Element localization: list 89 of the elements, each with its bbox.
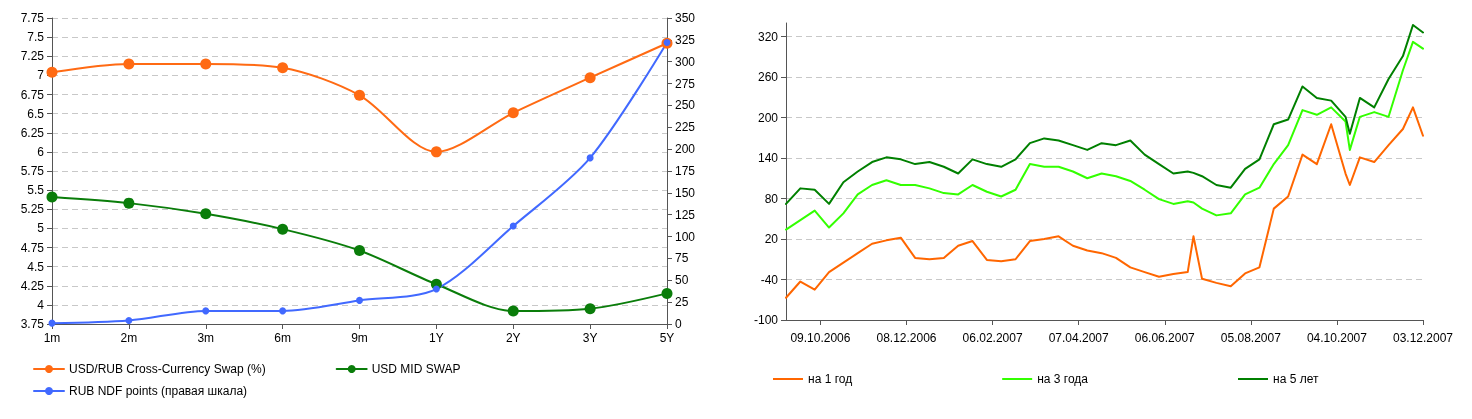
point [507,107,519,119]
y2-tick-label: 350 [675,11,696,25]
point [661,287,673,299]
y-tick-label: 3.75 [20,317,45,331]
y2-tick-label: 200 [675,142,696,157]
line-series [785,40,1424,231]
y-tick-label: 5.75 [20,164,45,178]
y-tick-label: 4.5 [27,259,45,274]
x-tick-label: 07.04.2007 [1048,331,1110,345]
x-tick-label: 06.06.2007 [1134,331,1196,345]
line-series [785,24,1424,205]
y-tick-label: 7.5 [27,30,45,45]
point [277,223,289,235]
y2-tick-label: 125 [675,207,696,222]
point [200,208,212,220]
point [509,222,517,230]
y2-tick-label: 50 [675,273,689,288]
y2-tick-label: 75 [675,251,689,266]
point [432,285,440,293]
y-tick-label: 6.5 [27,106,45,121]
legend-label: USD MID SWAP [371,362,461,376]
y-tick-label: 7.25 [20,49,45,64]
y2-tick-label: 0 [675,317,682,331]
point [123,197,135,209]
y2-tick-label: 150 [675,185,696,200]
point [46,191,58,203]
point [354,89,365,101]
y-tick-label: 4 [37,297,45,312]
point [356,296,363,304]
y-tick-label: 140 [757,151,779,165]
x-tick-label: 09.10.2006 [790,331,851,345]
point [46,66,58,78]
x-tick-label: 08.12.2006 [876,331,937,345]
y-tick-label: 4.75 [20,240,45,255]
x-tick-label: 04.10.2007 [1306,331,1368,345]
point [584,303,596,315]
y2-tick-label: 300 [675,54,696,69]
point [430,146,442,158]
y-tick-label: -40 [760,272,779,287]
x-tick-label: 06.02.2007 [962,331,1023,345]
y-tick-label: 6 [37,144,45,159]
y-tick-label: 7.75 [20,11,45,25]
y-tick-label: 4.25 [20,278,45,293]
line-series [785,106,1424,299]
point [125,317,133,324]
y-tick-label: 20 [764,232,779,246]
x-tick-label: 05.08.2007 [1220,331,1282,345]
x-tick-label: 3m [197,331,215,345]
y-tick-label: 5.5 [27,183,45,198]
legend-label: на 1 год [808,372,853,386]
y-tick-label: 5.25 [20,202,45,217]
y2-tick-label: 275 [675,76,696,91]
legend-label: на 5 лет [1273,372,1319,386]
y-tick-label: 200 [757,110,779,125]
point [279,307,287,315]
legend-label: USD/RUB Cross-Currency Swap (%) [69,362,266,376]
y-tick-label: 260 [757,70,779,84]
y-tick-label: 80 [764,191,779,206]
legend-label: на 3 года [1037,372,1089,386]
point [586,154,594,162]
point [200,58,212,70]
y-tick-label: 5 [37,221,45,236]
y-tick-label: -100 [753,313,779,327]
legend-label: RUB NDF points (правая шкала) [69,384,248,398]
x-tick-label: 3Y [582,331,598,345]
y2-tick-label: 25 [675,295,689,310]
x-tick-label: 03.12.2007 [1392,331,1454,345]
x-tick-label: 1m [43,331,61,345]
point [123,58,135,70]
y-tick-label: 6.25 [20,125,45,140]
y-tick-label: 7 [37,68,45,83]
x-tick-label: 9m [351,331,368,345]
point [277,62,289,74]
y-tick-label: 320 [757,29,779,44]
y-tick-label: 6.75 [20,87,45,102]
x-tick-label: 2Y [505,331,521,345]
y2-tick-label: 175 [675,164,696,178]
x-tick-label: 6m [274,331,291,345]
point [584,72,596,84]
point [507,305,519,317]
x-tick-label: 5Y [659,331,675,345]
y2-tick-label: 225 [675,120,696,135]
x-tick-label: 2m [120,331,138,345]
x-tick-label: 1Y [429,331,444,345]
y2-tick-label: 325 [675,32,696,47]
point [354,245,365,257]
y2-tick-label: 250 [675,98,696,113]
point [202,307,210,315]
y2-tick-label: 100 [675,229,696,244]
